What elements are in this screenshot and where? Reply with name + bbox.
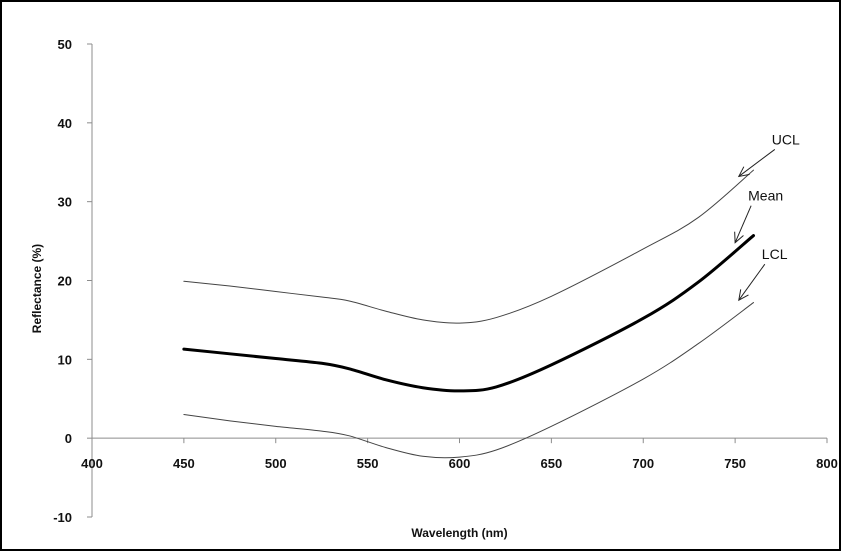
x-tick-label: 750 [724,456,746,471]
x-tick-label: 650 [541,456,563,471]
y-tick-label: 10 [58,352,72,367]
x-tick-label: 700 [632,456,654,471]
annotation-arrowhead [734,231,744,244]
x-tick-label: 450 [173,456,195,471]
x-tick-label: 600 [449,456,471,471]
x-axis-title: Wavelength (nm) [411,526,507,540]
series-lines [182,169,755,459]
y-tick-label: -10 [53,510,72,525]
x-tick-label: 550 [357,456,379,471]
x-tick-label: 500 [265,456,287,471]
series-line-mean [182,234,755,393]
y-tick-label: 40 [58,116,72,131]
y-tick-label: 0 [65,431,72,446]
annotation-arrow-lcl [738,263,766,301]
annotation-arrow-ucl [738,149,776,177]
series-line-lcl [183,302,754,459]
annotation-label-lcl: LCL [762,246,788,262]
annotation-label-ucl: UCL [772,131,800,147]
x-tick-labels: 400 450 500 550 600 650 700 750 800 [81,438,838,471]
annotations: UCL Mean LCL [734,131,800,302]
y-tick-labels: -10 0 10 20 30 40 50 [53,37,92,525]
y-tick-label: 30 [58,195,72,210]
x-tick-label: 400 [81,456,103,471]
y-axis-title: Reflectance (%) [30,244,44,333]
annotation-arrowhead [738,289,749,302]
x-tick-label: 800 [816,456,838,471]
y-tick-label: 20 [58,274,72,289]
axes [91,44,827,517]
annotation-arrowhead [737,166,750,178]
series-line-ucl [183,169,754,324]
annotation-label-mean: Mean [748,188,783,204]
y-tick-label: 50 [58,37,72,52]
annotation-arrow-mean [734,205,752,243]
